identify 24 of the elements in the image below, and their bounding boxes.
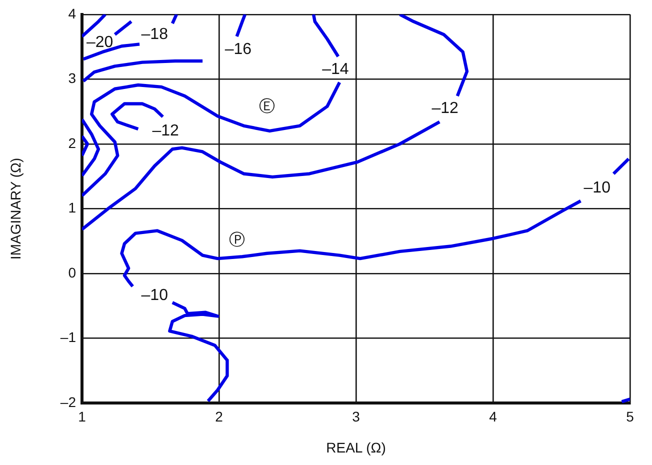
x-tick-label: 1 xyxy=(78,408,86,424)
y-tick-label: 2 xyxy=(68,134,76,151)
annotation: Ⓟ xyxy=(228,230,245,249)
x-tick-label: 3 xyxy=(352,408,360,424)
x-tick-label: 5 xyxy=(626,408,634,424)
y-tick-label: –1 xyxy=(60,329,76,346)
y-tick-label: 1 xyxy=(68,200,76,216)
annotation: –18 xyxy=(141,26,168,44)
y-tick-label: 3 xyxy=(68,70,76,86)
annotation: –20 xyxy=(86,34,114,51)
annotation: –10 xyxy=(141,286,168,304)
annotation: –14 xyxy=(322,60,349,78)
annotation: –12 xyxy=(432,100,458,118)
annotation: –10 xyxy=(584,180,611,197)
annotation: –16 xyxy=(224,40,252,58)
annotation: –12 xyxy=(152,122,180,140)
x-axis-title: REAL (Ω) xyxy=(326,439,386,456)
y-tick-label: 0 xyxy=(68,264,76,280)
y-tick-label: 4 xyxy=(68,5,76,22)
x-tick-label: 2 xyxy=(215,408,224,424)
y-tick-label: –2 xyxy=(60,394,76,410)
annotation: Ⓔ xyxy=(258,97,275,116)
y-axis-title: IMAGINARY (Ω) xyxy=(7,158,24,260)
x-tick-label: 4 xyxy=(489,408,498,424)
